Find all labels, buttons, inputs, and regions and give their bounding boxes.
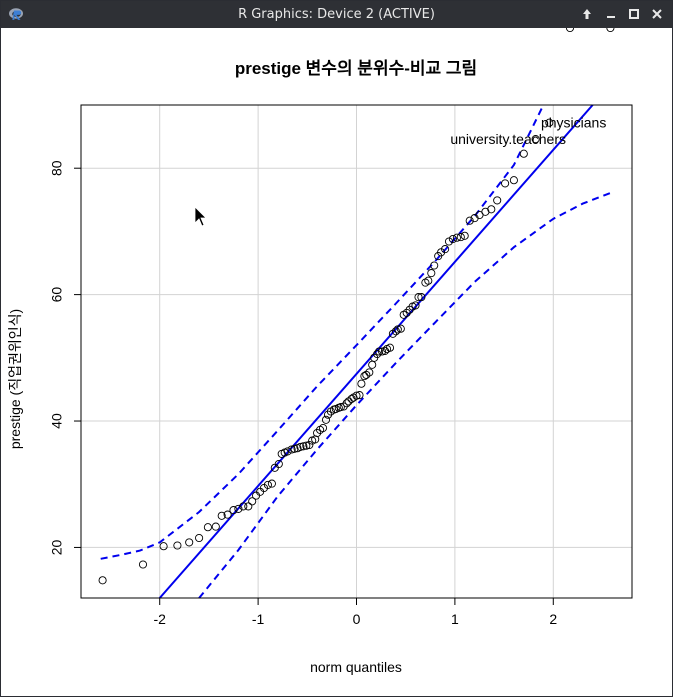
data-point: [299, 442, 308, 451]
data-point: [313, 428, 322, 438]
data-point: [173, 541, 182, 550]
y-axis-label: prestige (직업권위인식): [7, 309, 23, 449]
x-tick-label: 2: [549, 611, 557, 627]
data-point: [430, 261, 439, 270]
data-point: [195, 533, 204, 543]
data-point: [531, 135, 540, 144]
point-label: university.teachers: [450, 131, 566, 147]
mouse-pointer-icon: [194, 206, 207, 227]
y-tick-label: 80: [49, 160, 65, 176]
data-point: [267, 479, 276, 488]
confidence-envelope-upper: [100, 104, 545, 560]
title-bar[interactable]: R Graphics: Device 2 (ACTIVE): [1, 1, 672, 28]
maximize-icon[interactable]: [626, 6, 642, 22]
data-point: [211, 522, 220, 531]
data-point: [456, 233, 465, 242]
data-point: [385, 343, 395, 352]
data-point: [375, 347, 384, 356]
x-tick-label: -2: [153, 611, 166, 627]
reference-line: [158, 104, 594, 599]
data-point: [302, 441, 311, 450]
data-point: [414, 293, 423, 302]
data-point: [388, 329, 397, 338]
y-tick-label: 20: [49, 539, 65, 555]
chart-title: prestige 변수의 분위수-비교 그림: [235, 59, 477, 78]
data-point: [501, 179, 510, 188]
data-point: [239, 502, 248, 511]
x-tick-label: -1: [252, 611, 265, 627]
data-point: [460, 231, 469, 240]
data-point: [274, 459, 283, 469]
data-point: [223, 510, 232, 519]
data-point: [378, 347, 387, 356]
data-point: [98, 576, 107, 585]
data-point: [355, 391, 364, 400]
data-point: [545, 118, 554, 127]
data-point: [373, 349, 382, 359]
data-point: [493, 196, 502, 205]
data-point: [357, 379, 366, 388]
x-tick-label: 1: [451, 611, 459, 627]
data-point: [606, 23, 615, 33]
data-point: [368, 360, 377, 369]
data-point: [417, 293, 426, 302]
data-point: [138, 560, 148, 569]
data-point: [452, 233, 461, 242]
data-point: [441, 245, 450, 254]
data-point: [229, 506, 238, 515]
qq-plot: prestige 변수의 분위수-비교 그림 physiciansunivers…: [7, 23, 633, 675]
data-point: [244, 502, 253, 511]
data-point: [283, 447, 292, 456]
data-point: [342, 399, 351, 408]
data-point: [362, 370, 371, 379]
data-point: [296, 442, 305, 451]
data-point: [290, 444, 299, 453]
data-point: [487, 205, 496, 214]
data-point: [519, 149, 528, 158]
y-tick-label: 40: [49, 413, 65, 429]
data-point: [203, 523, 212, 532]
data-point: [391, 327, 400, 336]
data-point: [465, 216, 474, 225]
data-point: [365, 368, 374, 377]
data-point: [565, 23, 575, 33]
data-point: [427, 269, 436, 278]
r-logo-icon: [9, 8, 23, 20]
data-point: [248, 497, 257, 506]
data-point: [234, 504, 243, 513]
data-point: [321, 415, 331, 424]
data-point: [159, 542, 168, 551]
arrow-up-icon[interactable]: [579, 6, 595, 22]
data-point: [509, 176, 518, 185]
data-point: [252, 491, 261, 500]
point-label: physicians: [541, 115, 606, 131]
data-point: [396, 324, 405, 333]
data-point: [287, 445, 296, 454]
data-point: [336, 403, 345, 412]
data-point: [448, 234, 457, 244]
data-point: [424, 276, 433, 285]
close-icon[interactable]: [649, 6, 665, 22]
data-point: [402, 308, 411, 317]
x-tick-label: 0: [353, 611, 361, 627]
window-title: R Graphics: Device 2 (ACTIVE): [238, 7, 435, 22]
data-point: [352, 391, 361, 400]
data-point: [318, 423, 328, 433]
x-axis-label: norm quantiles: [310, 659, 402, 675]
data-point: [185, 538, 194, 547]
data-point: [263, 480, 272, 489]
data-point: [444, 237, 454, 246]
data-point: [305, 440, 314, 450]
confidence-envelope-lower: [198, 191, 613, 599]
y-tick-label: 60: [49, 287, 65, 303]
plot-area: prestige 변수의 분위수-비교 그림 physicians univers…: [1, 23, 672, 696]
data-point: [411, 301, 420, 310]
minimize-icon[interactable]: [603, 6, 619, 22]
data-point: [217, 511, 226, 520]
data-point: [393, 325, 402, 334]
